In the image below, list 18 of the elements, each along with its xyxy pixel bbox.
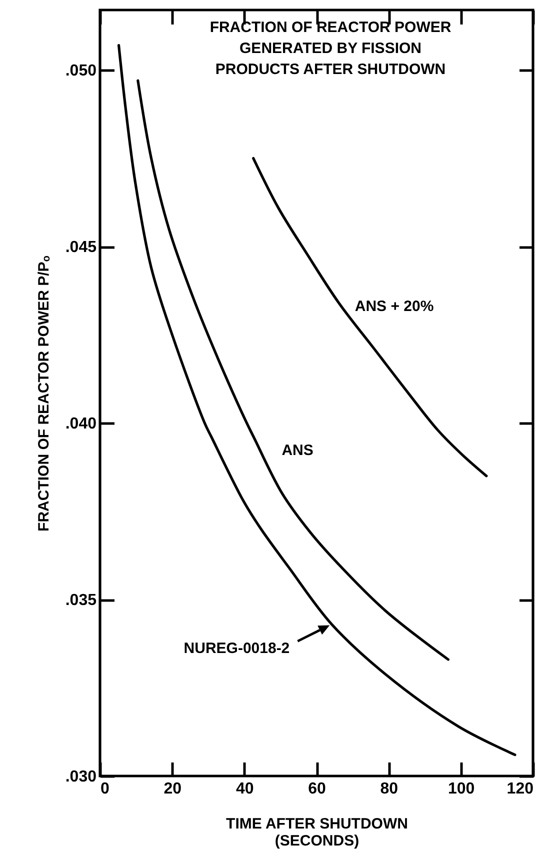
x-tick-label: 0 bbox=[100, 780, 110, 798]
series-label: ANS + 20% bbox=[354, 298, 434, 315]
x-tick-label: 120 bbox=[506, 780, 534, 798]
y-tick-label: .035 bbox=[65, 592, 97, 609]
y-tick-label: .045 bbox=[65, 239, 97, 256]
y-tick-label: .040 bbox=[65, 416, 97, 433]
x-tick-label: 100 bbox=[448, 780, 475, 798]
text: NUREG-0018-2 bbox=[184, 640, 290, 658]
x-tick-label: 20 bbox=[164, 780, 182, 798]
text: FRACTION OF REACTOR POWER GENERATED BY FISSION PRODUCTS AFTER SHUTDOWN bbox=[210, 18, 452, 78]
x-tick-label: 80 bbox=[380, 780, 398, 798]
y-tick-label: .030 bbox=[65, 768, 97, 786]
series-label: ANS bbox=[282, 442, 314, 460]
y-axis-title: FRACTION OF REACTOR POWER P/Pₒ bbox=[35, 256, 52, 532]
y-tick-label: .050 bbox=[65, 62, 97, 80]
x-axis-title: TIME AFTER SHUTDOWN (SECONDS) bbox=[226, 816, 408, 850]
x-tick-label: 40 bbox=[236, 780, 254, 798]
x-tick-label: 60 bbox=[308, 780, 326, 798]
